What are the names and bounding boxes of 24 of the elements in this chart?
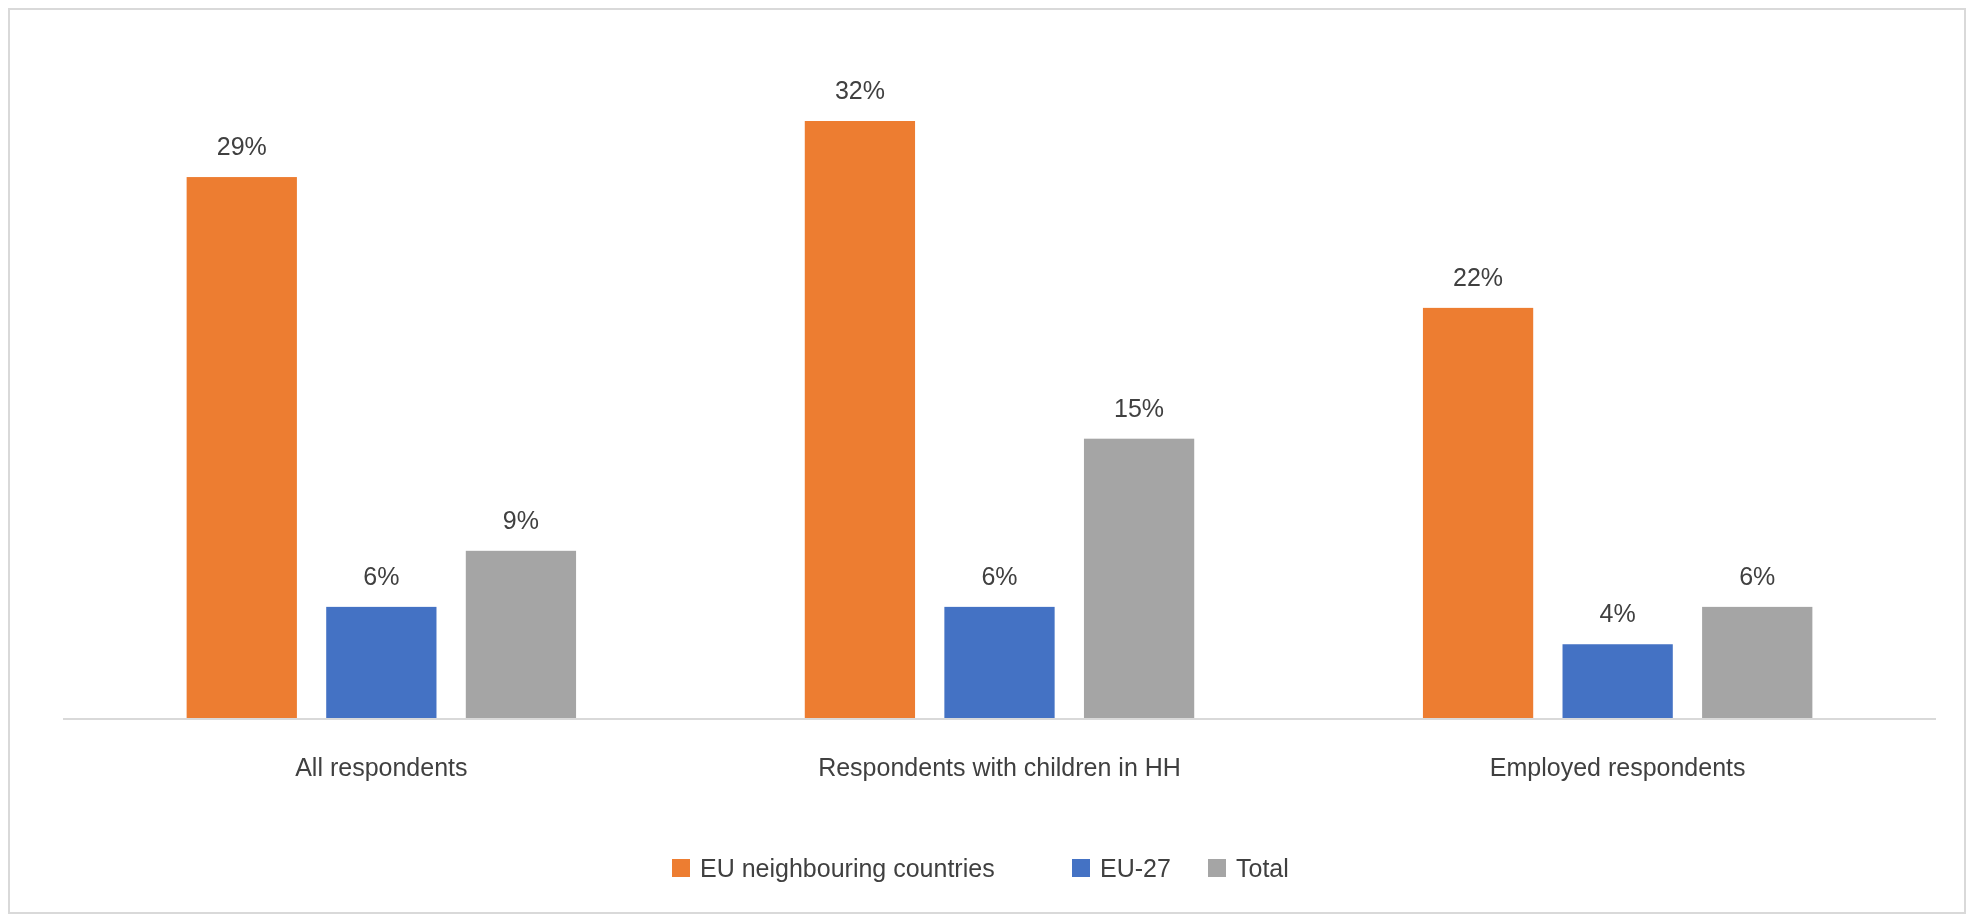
bar <box>326 606 437 719</box>
data-label: 29% <box>216 132 267 161</box>
data-label: 9% <box>502 505 539 534</box>
data-label: 32% <box>834 76 885 104</box>
bar <box>1083 438 1195 719</box>
data-label: 15% <box>1114 393 1165 422</box>
bar <box>465 550 577 719</box>
legend-label: EU neighbouring countries <box>700 854 995 882</box>
bar <box>804 121 916 719</box>
bar <box>944 606 1055 719</box>
bar <box>1702 606 1813 719</box>
data-label: 4% <box>1599 599 1636 628</box>
data-label: 6% <box>1739 561 1776 590</box>
legend-label: Total <box>1236 854 1289 882</box>
bar <box>186 177 297 719</box>
data-label: 6% <box>981 561 1018 590</box>
x-tick-label: All respondents <box>295 753 468 781</box>
x-tick-label: Employed respondents <box>1489 753 1746 781</box>
bar <box>1562 644 1673 719</box>
legend-label: EU-27 <box>1100 854 1171 882</box>
data-label: 22% <box>1453 262 1504 291</box>
bar <box>1422 307 1534 719</box>
data-label: 6% <box>363 561 400 590</box>
x-tick-label: Respondents with children in HH <box>818 753 1181 781</box>
